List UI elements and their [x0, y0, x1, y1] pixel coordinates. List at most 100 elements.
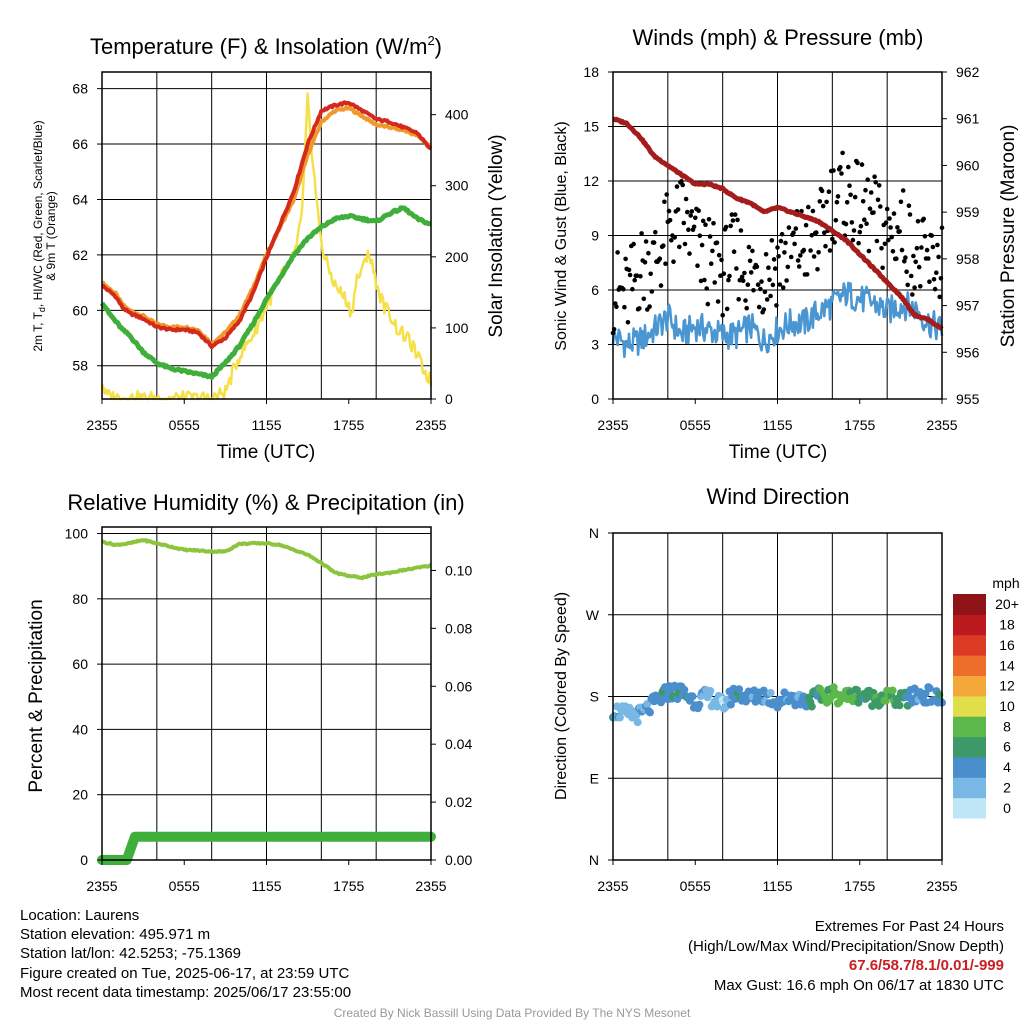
- gust-point: [808, 248, 813, 253]
- gust-point: [914, 245, 920, 251]
- extremes-title: Extremes For Past 24 Hours: [814, 918, 1004, 935]
- gust-point: [679, 179, 684, 184]
- recent-timestamp: Most recent data timestamp: 2025/06/17 2…: [20, 983, 352, 1001]
- gust-point: [777, 282, 783, 287]
- gust-point: [622, 304, 627, 310]
- gust-point: [681, 220, 687, 226]
- winds-xtick-label: 1155: [762, 417, 792, 433]
- winds-xtick-label: 1755: [844, 417, 875, 433]
- gust-point: [638, 274, 643, 279]
- gust-point: [887, 216, 892, 221]
- winds-ytick-right-label: 955: [956, 391, 980, 407]
- wind-direction-ytick-left-label: E: [590, 770, 599, 786]
- gust-point: [856, 240, 861, 246]
- gust-point: [872, 174, 877, 179]
- gust-point: [729, 212, 735, 217]
- gust-point: [809, 232, 815, 238]
- wind-direction-point: [657, 698, 665, 707]
- gust-point: [903, 255, 908, 260]
- temperature-ticks: 2355 0555 1155 1755 2355 58 60 62 64 66 68 0 100 200 3…: [72, 81, 468, 433]
- gust-point: [929, 233, 934, 238]
- gust-point: [632, 277, 637, 283]
- colorbar-label: 12: [999, 678, 1015, 694]
- gust-point: [910, 292, 915, 297]
- temperature-ytick-left-label: 64: [72, 191, 88, 207]
- gust-point: [776, 253, 781, 259]
- wind-direction-point: [735, 685, 744, 694]
- gust-point: [680, 182, 685, 188]
- gust-point: [674, 184, 680, 189]
- humidity-ytick-right-label: 0.02: [445, 794, 472, 810]
- gust-point: [865, 177, 870, 182]
- winds-ytick-right-label: 962: [956, 64, 980, 80]
- gust-point: [672, 235, 677, 240]
- figure-created: Figure created on Tue, 2025-06-17, at 23…: [20, 964, 350, 982]
- gust-point: [932, 286, 938, 292]
- wind-direction-xtick-label: 0555: [680, 878, 711, 894]
- gust-point: [697, 233, 703, 238]
- gust-point: [871, 210, 876, 215]
- gust-point: [924, 247, 930, 253]
- gust-point: [738, 228, 744, 233]
- gust-point: [696, 208, 701, 213]
- gust-point: [936, 254, 941, 260]
- gust-point: [782, 250, 787, 255]
- gust-point: [770, 282, 776, 288]
- winds-ytick-left-label: 18: [583, 64, 599, 80]
- temperature-xtick-label: 0555: [169, 417, 200, 433]
- gust-point: [718, 273, 723, 279]
- gust-point: [890, 249, 896, 254]
- gust-point: [803, 222, 809, 228]
- gust-point: [625, 320, 631, 325]
- gust-point: [699, 242, 705, 248]
- winds-xtick-label: 2355: [926, 417, 957, 433]
- gust-point: [677, 244, 682, 250]
- gust-point: [894, 256, 899, 262]
- gust-point: [751, 288, 756, 293]
- gust-point: [693, 215, 698, 221]
- gust-point: [912, 285, 917, 290]
- temperature-ytick-left-label: 68: [72, 81, 88, 97]
- gust-point: [646, 250, 651, 256]
- humidity-ytick-right-label: 0.10: [445, 562, 472, 578]
- gust-point: [714, 240, 720, 245]
- gust-point: [801, 247, 807, 253]
- gust-point: [742, 270, 747, 276]
- temperature-xlabel: Time (UTC): [217, 442, 316, 463]
- gust-point: [643, 239, 649, 244]
- gust-point: [857, 229, 863, 235]
- gust-point: [703, 222, 708, 227]
- winds-ytick-right-label: 959: [956, 204, 980, 220]
- gust-point: [840, 150, 845, 156]
- gust-point: [876, 183, 882, 188]
- temperature-ytick-left-label: 58: [72, 358, 88, 374]
- colorbar-swatch: [953, 675, 986, 697]
- gust-point: [634, 273, 640, 279]
- gust-point: [691, 224, 697, 230]
- meteogram-figure: Temperature (F) & Insolation (W/m2) 2355…: [26, 25, 1020, 894]
- humidity-ytick-left-label: 80: [72, 591, 88, 607]
- gust-point: [786, 225, 792, 230]
- gust-point: [880, 265, 885, 271]
- colorbar-label: 0: [1003, 800, 1011, 816]
- gust-point: [683, 196, 689, 202]
- humidity-line: [101, 538, 432, 581]
- wind-direction-point: [615, 713, 624, 722]
- humidity-xtick-label: 1155: [251, 878, 281, 894]
- winds-panel: Winds (mph) & Pressure (mb) 2355 0555 1155…: [553, 25, 1019, 463]
- gust-point: [614, 304, 619, 310]
- temperature-ytick-right-label: 300: [445, 178, 469, 194]
- colorbar-label: 10: [999, 698, 1015, 714]
- humidity-ytick-left-label: 40: [72, 721, 88, 737]
- gust-point: [731, 249, 737, 254]
- gust-point: [838, 164, 843, 170]
- colorbar-swatch: [953, 716, 986, 738]
- gust-point: [883, 220, 889, 225]
- gust-point: [859, 162, 865, 167]
- winds-ytick-left-label: 15: [583, 119, 599, 135]
- temperature-xtick-label: 2355: [415, 417, 446, 433]
- gust-point: [868, 190, 874, 195]
- gust-point: [700, 218, 706, 224]
- gust-point: [898, 199, 904, 205]
- gust-point: [891, 211, 897, 216]
